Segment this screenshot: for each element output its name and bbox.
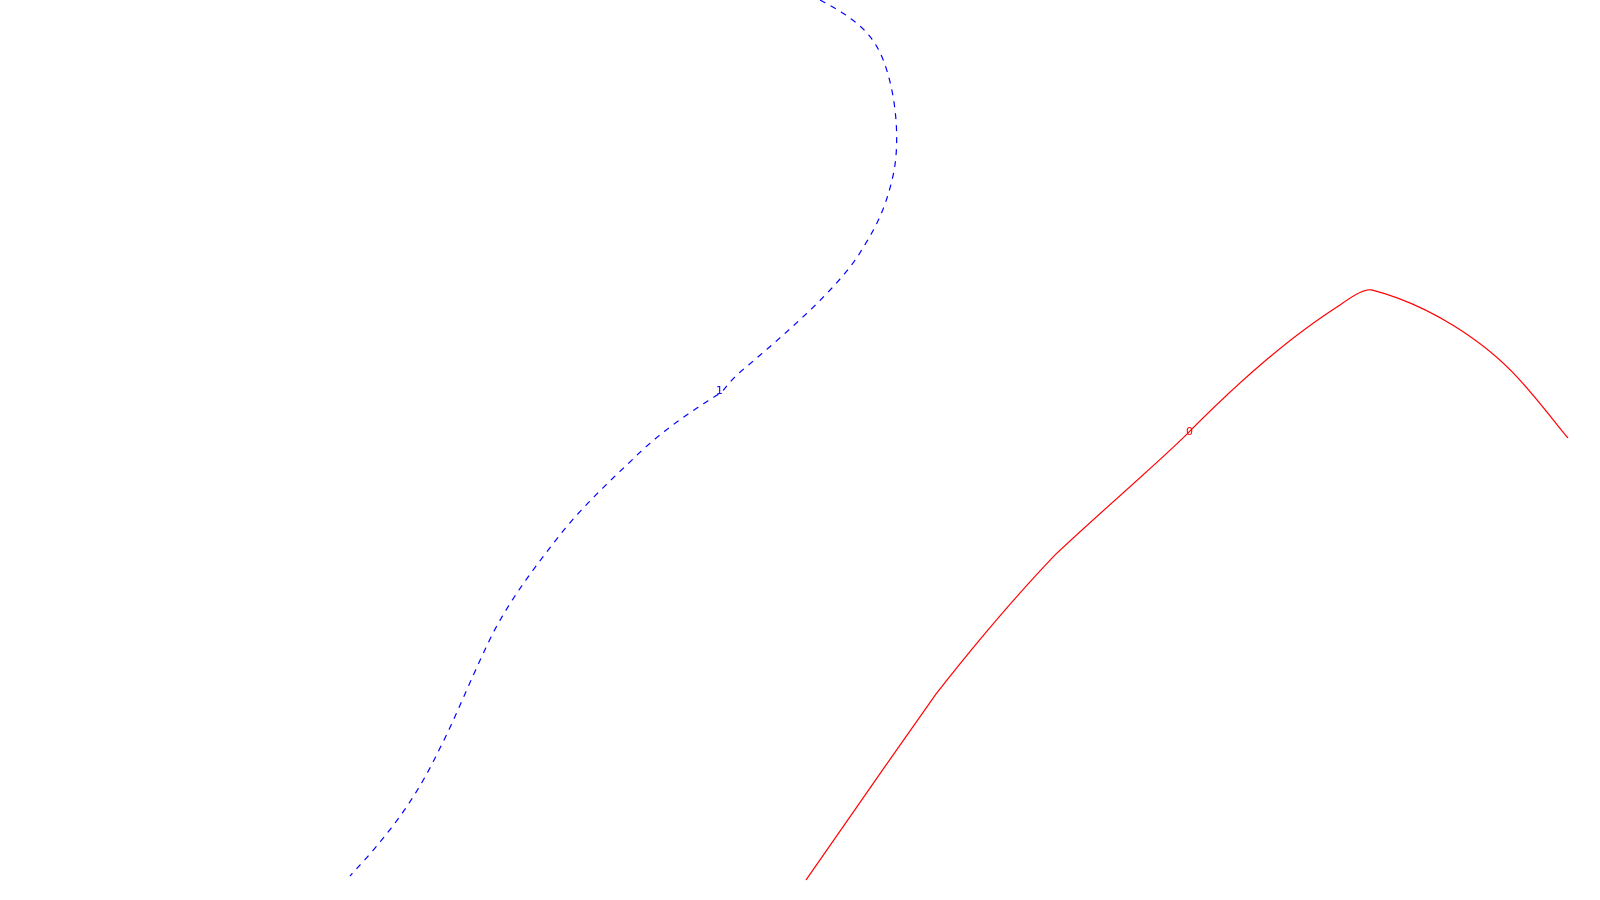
contour-label-level-0: 0: [1186, 425, 1193, 438]
contour-label-level-1: 1: [716, 384, 723, 397]
contour-line-level-1: [349, 0, 898, 877]
contour-line-level-0: [805, 289, 1569, 881]
